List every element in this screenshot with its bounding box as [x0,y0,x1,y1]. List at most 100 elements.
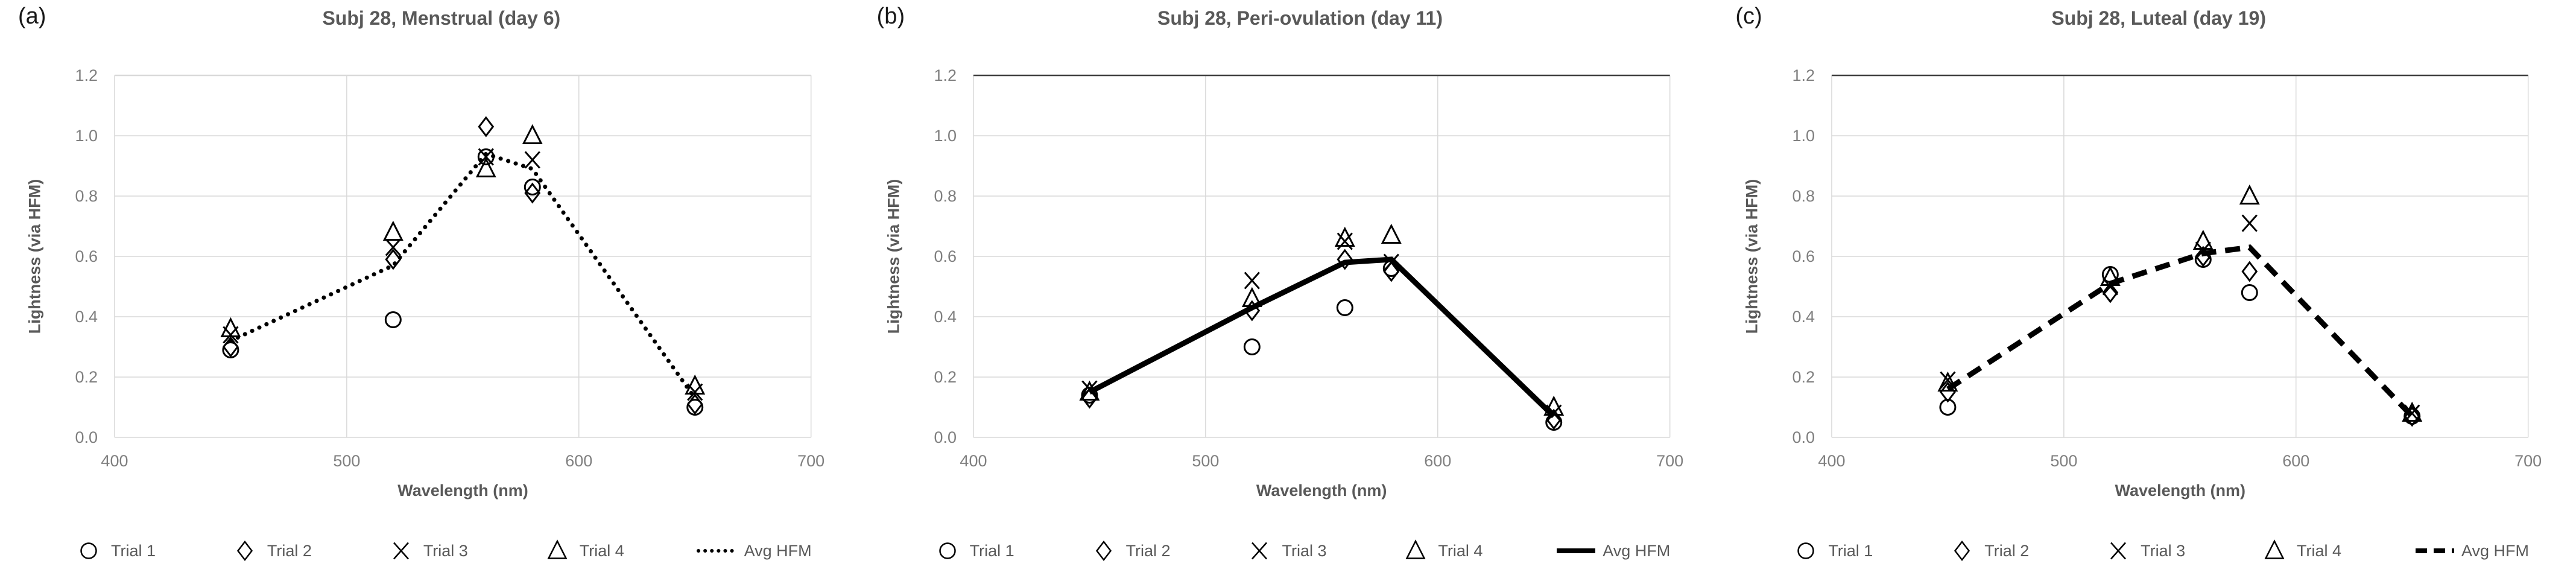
x-tick-label: 400 [101,452,128,470]
y-tick-label: 0.2 [1793,368,1815,386]
x-tick-label: 500 [1192,452,1219,470]
panel-label-b: (b) [876,4,905,29]
x-tick-label: 500 [2051,452,2078,470]
trial-3-point [1940,371,1956,389]
x-tick-label: 700 [2514,452,2542,470]
trial-2-point [478,116,495,138]
x-tick-label: 600 [2283,452,2310,470]
trial-4-point [2193,229,2214,250]
y-tick-label: 0.8 [75,187,98,205]
avg-hfm-line [1087,256,1556,419]
trial-1-point [1382,260,1400,277]
trial-1-point [1939,399,1957,416]
legend-a: Trial 1 Trial 2 Trial 3 Trial 4 Avg HFM [71,539,812,563]
trial-1-circle-icon [938,542,956,559]
legend-marker-glyph [1797,542,1815,559]
trial-3-point [2241,214,2258,232]
legend-label: Trial 1 [111,541,156,560]
trial-3-point [1244,271,1260,290]
legend-marker-glyph [2110,542,2127,560]
legend-item-avg-hfm: Avg HFM [2413,539,2529,563]
trial-1-point [686,399,704,416]
trial-4-point [1937,371,1958,392]
x-axis-title-a: Wavelength (nm) [397,481,528,500]
x-axis-title-b: Wavelength (nm) [1256,481,1387,500]
trial-2-point [1337,249,1353,270]
trial-4-point [475,157,496,177]
y-tick-label: 0.8 [934,187,957,205]
trial-3-x-icon [2110,542,2127,560]
trial-4-point [522,124,543,144]
avg-hfm-line [1946,244,2414,419]
trial-4-point [1079,380,1100,401]
legend-b: Trial 1 Trial 2 Trial 3 Trial 4 Avg HFM [930,539,1671,563]
trial-4-point [2100,265,2121,286]
x-tick-label: 400 [960,452,987,470]
y-tick-label: 0.2 [934,368,957,386]
trial-2-point [524,182,541,204]
legend-marker-glyph [236,540,253,562]
trial-2-point [2102,282,2119,303]
trial-4-point [2402,401,2423,422]
trial-3-point [524,151,540,169]
legend-label: Avg HFM [2461,541,2529,560]
trial-3-point [2195,241,2212,259]
trial-4-triangle-icon [1405,539,1426,559]
y-tick-label: 0.4 [934,308,957,326]
legend-item-trial-2: Trial 2 [1945,539,2029,563]
trial-4-point [382,220,403,241]
trial-4-point [1241,287,1262,307]
y-tick-label: 1.0 [934,127,957,145]
legend-label: Trial 4 [579,541,624,560]
legend-item-trial-3: Trial 3 [384,539,468,563]
trial-4-point [1334,226,1355,247]
legend-item-trial-2: Trial 2 [227,539,312,563]
y-tick-label: 0.6 [75,247,98,265]
chart-title-a: Subj 28, Menstrual (day 6) [322,7,561,29]
legend-label: Trial 4 [1438,541,1483,560]
trial-4-triangle-icon [2264,539,2285,559]
trial-1-point [1243,338,1261,355]
trial-2-point [1545,408,1562,430]
x-tick-label: 600 [1424,452,1451,470]
legend-label: Trial 2 [1125,541,1171,560]
legend-marker-glyph [1954,540,1970,562]
trial-3-point [478,148,494,166]
legend-label: Trial 3 [423,541,468,560]
chart-title-c: Subj 28, Luteal (day 19) [2051,7,2266,29]
trial-3-point [2103,278,2119,296]
legend-label: Trial 2 [267,541,312,560]
x-tick-label: 400 [1818,452,1846,470]
legend-label: Trial 3 [2141,541,2186,560]
panel-label-c: (c) [1735,4,1762,29]
legend-item-trial-4: Trial 4 [1398,539,1483,563]
legend-label: Avg HFM [744,541,812,560]
chart-title-b: Subj 28, Peri-ovulation (day 11) [1157,7,1443,29]
legend-item-trial-3: Trial 3 [2101,539,2185,563]
y-tick-label: 1.0 [1793,127,1815,145]
trial-2-point [223,336,239,358]
trial-2-point [1244,300,1260,322]
legend-label: Avg HFM [1603,541,1671,560]
avg-hfm-dashed-line-icon [2415,548,2454,553]
trial-3-point [1383,253,1399,271]
trial-4-point [220,317,241,337]
legend-item-trial-3: Trial 3 [1242,539,1326,563]
chart-panel-a: (a) Subj 28, Menstrual (day 6) Lightness… [0,0,859,587]
trial-2-diamond-icon [236,540,253,562]
trial-1-point [477,148,495,165]
y-tick-label: 1.2 [75,66,98,84]
y-tick-label: 0.2 [75,368,98,386]
trial-2-point [1940,381,1957,403]
x-tick-label: 500 [333,452,360,470]
trial-4-point [685,374,706,395]
panel-label-a: (a) [18,4,46,29]
chart-panel-c: (c) Subj 28, Luteal (day 19) Lightness (… [1717,0,2576,587]
y-tick-label: 1.2 [1793,66,1815,84]
trial-1-circle-icon [80,542,97,559]
chart-plot-b: 0.0 0.2 0.4 0.6 0.8 1.0 1.2 400 500 600 700 [934,66,1683,470]
y-tick-label: 0.4 [1793,308,1815,326]
trial-2-diamond-icon [1095,540,1112,562]
y-tick-label: 0.0 [75,428,98,446]
